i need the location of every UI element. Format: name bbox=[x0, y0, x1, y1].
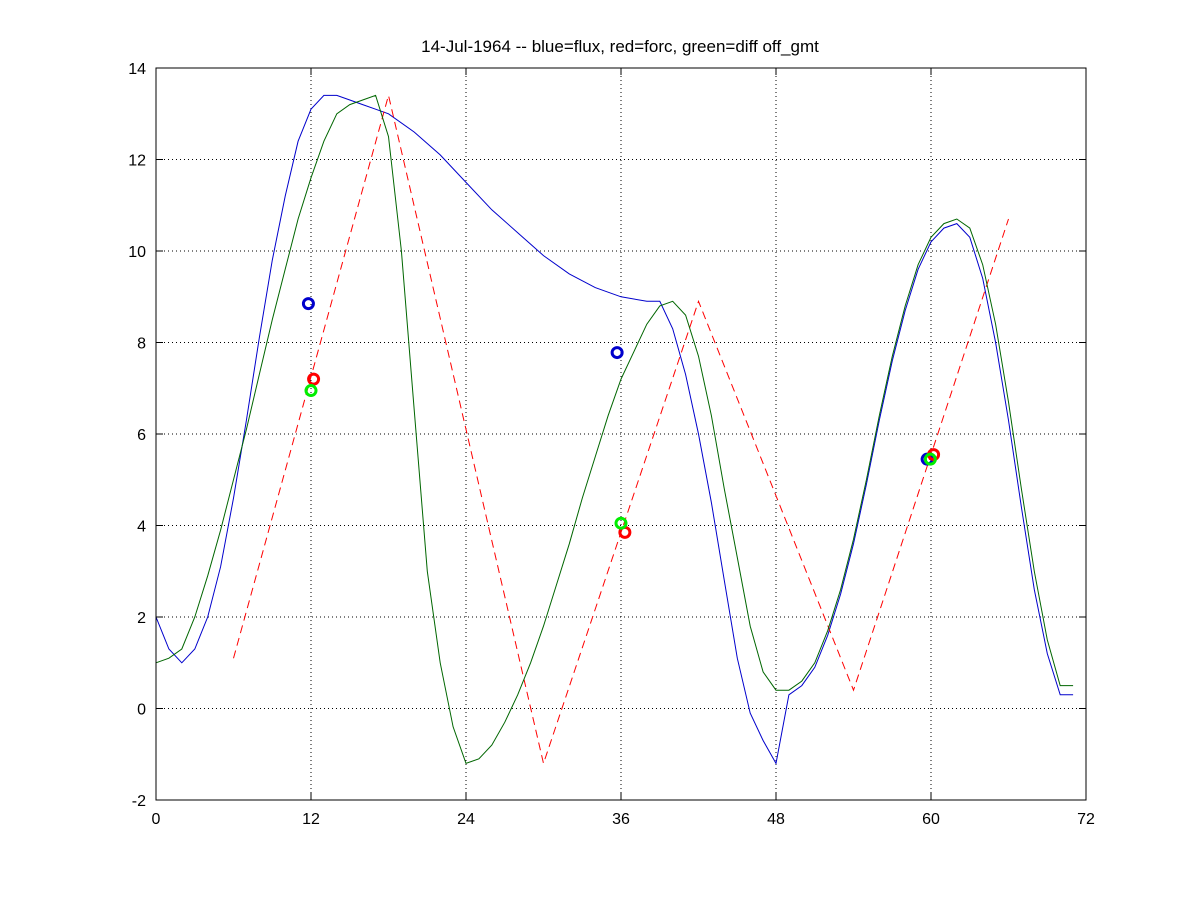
data-marker-0 bbox=[301, 297, 315, 311]
marker-group bbox=[301, 297, 941, 539]
chart-title: 14-Jul-1964 -- blue=flux, red=forc, gree… bbox=[421, 37, 819, 56]
data-marker-3 bbox=[610, 346, 624, 360]
data-marker-2 bbox=[304, 384, 318, 398]
x-tick-label: 12 bbox=[302, 811, 320, 828]
grid bbox=[156, 68, 1086, 800]
y-tick-label: -2 bbox=[132, 793, 146, 810]
y-tick-label: 8 bbox=[137, 336, 146, 353]
series-line-0 bbox=[155, 94, 1074, 765]
data-marker-8 bbox=[923, 452, 937, 466]
y-tick-label: 6 bbox=[137, 427, 146, 444]
x-tick-label: 72 bbox=[1077, 811, 1095, 828]
x-tick-label: 36 bbox=[612, 811, 630, 828]
y-tick-label: 4 bbox=[137, 519, 146, 536]
data-marker-1 bbox=[307, 372, 321, 386]
series-line-2 bbox=[155, 94, 1074, 765]
data-marker-5 bbox=[614, 516, 628, 530]
y-tick-label: 2 bbox=[137, 610, 146, 627]
x-tick-label: 24 bbox=[457, 811, 475, 828]
x-tick-label: 60 bbox=[922, 811, 940, 828]
y-tick-label: 14 bbox=[128, 61, 146, 78]
y-tick-label: 10 bbox=[128, 244, 146, 261]
x-tick-label: 0 bbox=[152, 811, 161, 828]
x-tick-label: 48 bbox=[767, 811, 785, 828]
y-tick-label: 12 bbox=[128, 153, 146, 170]
y-tick-label: 0 bbox=[137, 702, 146, 719]
